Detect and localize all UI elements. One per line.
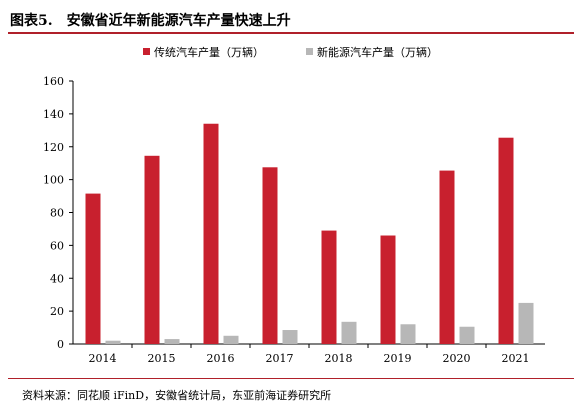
legend-label-traditional: 传统汽车产量（万辆） <box>154 46 264 59</box>
bar-traditional <box>262 167 278 344</box>
bar-traditional <box>439 170 455 344</box>
bar-new-energy <box>341 321 357 344</box>
y-axis: 0 20 40 60 80 100 120 140 160 <box>43 75 74 351</box>
bar-new-energy <box>400 324 416 344</box>
y-tick-label: 100 <box>43 174 64 187</box>
bar-new-energy <box>459 326 475 344</box>
x-tick-label: 2021 <box>502 352 530 365</box>
y-tick-label: 0 <box>57 338 64 351</box>
x-tick-label: 2016 <box>207 352 235 365</box>
y-tick-label: 60 <box>50 239 64 252</box>
x-tick-label: 2015 <box>148 352 176 365</box>
legend-item-new-energy: 新能源汽车产量（万辆） <box>306 44 438 60</box>
legend-label-new-energy: 新能源汽车产量（万辆） <box>317 46 438 59</box>
y-tick-label: 20 <box>50 305 64 318</box>
y-tick-label: 160 <box>43 75 64 88</box>
y-tick-label: 120 <box>43 141 64 154</box>
chart-legend: 传统汽车产量（万辆） 新能源汽车产量（万辆） <box>0 44 584 60</box>
x-tick-label: 2018 <box>325 352 353 365</box>
footer-divider <box>8 378 574 379</box>
bars <box>85 123 534 344</box>
legend-swatch-traditional <box>143 48 150 55</box>
y-tick-label: 40 <box>50 272 64 285</box>
bar-new-energy <box>105 340 121 344</box>
x-axis: 2014 2015 2016 2017 2018 2019 2020 2021 <box>73 343 545 365</box>
chart-title: 安徽省近年新能源汽车产量快速上升 <box>66 13 291 29</box>
source-note: 资料来源：同花顺 iFinD，安徽省统计局，东亚前海证券研究所 <box>22 389 332 402</box>
bar-new-energy <box>223 335 239 344</box>
y-tick-label: 80 <box>50 207 64 220</box>
figure-title-bar: 图表5. 安徽省近年新能源汽车产量快速上升 <box>8 6 574 34</box>
bar-traditional <box>498 137 514 344</box>
x-tick-label: 2019 <box>384 352 412 365</box>
figure-title: 图表5. 安徽省近年新能源汽车产量快速上升 <box>10 10 291 30</box>
bar-traditional <box>321 230 337 344</box>
figure-label: 图表5. <box>10 13 53 29</box>
bar-traditional <box>380 235 396 344</box>
legend-item-traditional: 传统汽车产量（万辆） <box>143 44 264 60</box>
bar-traditional <box>85 193 101 344</box>
x-tick-label: 2020 <box>443 352 471 365</box>
bar-new-energy <box>282 330 298 344</box>
x-tick-label: 2017 <box>266 352 294 365</box>
y-tick-label: 140 <box>43 108 64 121</box>
bar-new-energy <box>164 339 180 344</box>
legend-swatch-new-energy <box>306 48 313 55</box>
x-tick-label: 2014 <box>89 352 117 365</box>
bar-new-energy <box>518 302 534 344</box>
bar-traditional <box>203 123 219 344</box>
bar-traditional <box>144 155 160 344</box>
